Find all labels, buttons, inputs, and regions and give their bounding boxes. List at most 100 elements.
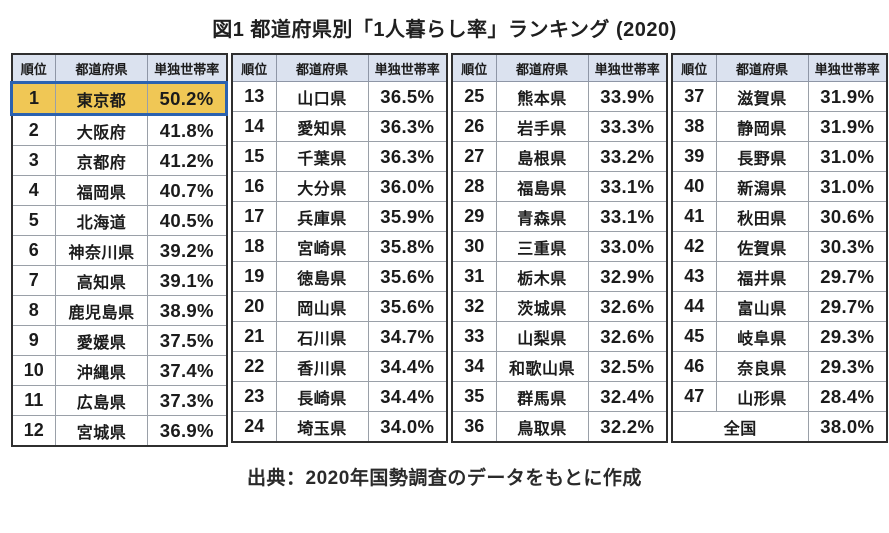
pref-cell: 長野県	[715, 141, 809, 172]
pref-cell: 福島県	[495, 171, 589, 202]
rank-cell: 1	[10, 81, 56, 116]
pref-cell: 福岡県	[55, 175, 148, 206]
rate-cell: 36.3%	[367, 141, 448, 172]
rank-cell: 17	[231, 201, 277, 232]
rate-cell: 29.3%	[807, 321, 888, 352]
rank-cell: 12	[11, 415, 56, 447]
national-label-cell: 全国	[671, 411, 809, 443]
table-row: 46 奈良県 29.3%	[671, 351, 888, 382]
table-row: 25 熊本県 33.9%	[451, 81, 668, 112]
rate-cell: 34.7%	[367, 321, 448, 352]
rank-cell: 38	[671, 111, 717, 142]
rank-cell: 24	[231, 411, 277, 443]
rank-cell: 41	[671, 201, 717, 232]
rate-cell: 36.9%	[147, 415, 227, 447]
rate-cell: 35.6%	[367, 261, 448, 292]
pref-cell: 群馬県	[495, 381, 589, 412]
pref-cell: 三重県	[495, 231, 589, 262]
rank-cell: 44	[671, 291, 717, 322]
pref-cell: 鳥取県	[495, 411, 589, 443]
pref-cell: 鹿児島県	[55, 295, 148, 326]
table-row: 24 埼玉県 34.0%	[231, 411, 448, 443]
column-header-rate: 単独世帯率	[587, 53, 668, 82]
pref-cell: 兵庫県	[275, 201, 369, 232]
rank-cell: 33	[451, 321, 497, 352]
rank-cell: 47	[671, 381, 717, 412]
rate-cell: 30.3%	[807, 231, 888, 262]
table-row: 38 静岡県 31.9%	[671, 111, 888, 142]
pref-cell: 岡山県	[275, 291, 369, 322]
rank-cell: 30	[451, 231, 497, 262]
table-row: 13 山口県 36.5%	[231, 81, 448, 112]
rate-cell: 40.7%	[147, 175, 227, 206]
table-row: 34 和歌山県 32.5%	[451, 351, 668, 382]
rate-cell: 36.3%	[367, 111, 448, 142]
pref-cell: 宮城県	[55, 415, 148, 447]
rank-cell: 28	[451, 171, 497, 202]
table-row: 28 福島県 33.1%	[451, 171, 668, 202]
ranking-group-4: 順位 都道府県 単独世帯率 37 滋賀県 31.9% 38 静岡県 31.9% 39 長野県 31.0…	[671, 53, 888, 443]
column-header-rate: 単独世帯率	[807, 53, 888, 82]
table-row: 20 岡山県 35.6%	[231, 291, 448, 322]
rank-cell: 42	[671, 231, 717, 262]
rate-cell: 29.7%	[807, 291, 888, 322]
rate-cell: 29.3%	[807, 351, 888, 382]
rate-cell: 41.2%	[147, 145, 227, 176]
pref-cell: 静岡県	[715, 111, 809, 142]
rate-cell: 41.8%	[147, 114, 227, 146]
pref-cell: 山口県	[275, 81, 369, 112]
table-row: 47 山形県 28.4%	[671, 381, 888, 412]
source-caption: 出典：2020年国勢調査のデータをもとに作成	[247, 468, 642, 489]
column-header-rank: 順位	[671, 53, 717, 82]
rate-cell: 31.0%	[807, 171, 888, 202]
rank-cell: 5	[11, 205, 56, 236]
rate-cell: 28.4%	[807, 381, 888, 412]
pref-cell: 富山県	[715, 291, 809, 322]
rate-cell: 33.2%	[587, 141, 668, 172]
rate-cell: 29.7%	[807, 261, 888, 292]
table-row: 42 佐賀県 30.3%	[671, 231, 888, 262]
column-header-pref: 都道府県	[715, 53, 809, 82]
rate-cell: 34.0%	[367, 411, 448, 443]
table-row: 23 長崎県 34.4%	[231, 381, 448, 412]
rate-cell: 32.5%	[587, 351, 668, 382]
rank-cell: 29	[451, 201, 497, 232]
table-row: 39 長野県 31.0%	[671, 141, 888, 172]
rank-cell: 26	[451, 111, 497, 142]
rate-cell: 35.6%	[367, 291, 448, 322]
table-row: 7 高知県 39.1%	[11, 265, 227, 296]
rank-cell: 40	[671, 171, 717, 202]
table-row: 36 鳥取県 32.2%	[451, 411, 668, 443]
pref-cell: 高知県	[55, 265, 148, 296]
rate-cell: 38.0%	[807, 411, 888, 443]
rank-cell: 46	[671, 351, 717, 382]
table-row: 9 愛媛県 37.5%	[11, 325, 227, 356]
rate-cell: 31.0%	[807, 141, 888, 172]
pref-cell: 沖縄県	[55, 355, 148, 386]
rank-cell: 10	[11, 355, 56, 386]
rate-cell: 30.6%	[807, 201, 888, 232]
rate-cell: 34.4%	[367, 381, 448, 412]
table-row: 27 島根県 33.2%	[451, 141, 668, 172]
rank-cell: 9	[11, 325, 56, 356]
column-header-rank: 順位	[231, 53, 277, 82]
table-row: 37 滋賀県 31.9%	[671, 81, 888, 112]
rank-cell: 37	[671, 81, 717, 112]
rate-cell: 50.2%	[147, 81, 228, 116]
rate-cell: 32.9%	[587, 261, 668, 292]
rank-cell: 16	[231, 171, 277, 202]
table-row: 32 茨城県 32.6%	[451, 291, 668, 322]
pref-cell: 東京都	[55, 81, 148, 116]
table-row: 8 鹿児島県 38.9%	[11, 295, 227, 326]
pref-cell: 京都府	[55, 145, 148, 176]
table-row: 4 福岡県 40.7%	[11, 175, 227, 206]
column-header-rank: 順位	[451, 53, 497, 82]
rank-cell: 6	[11, 235, 56, 266]
pref-cell: 大阪府	[55, 114, 148, 146]
rank-cell: 14	[231, 111, 277, 142]
table-row: 5 北海道 40.5%	[11, 205, 227, 236]
rate-cell: 32.4%	[587, 381, 668, 412]
table-row: 17 兵庫県 35.9%	[231, 201, 448, 232]
pref-cell: 青森県	[495, 201, 589, 232]
table-row: 2 大阪府 41.8%	[11, 114, 227, 146]
